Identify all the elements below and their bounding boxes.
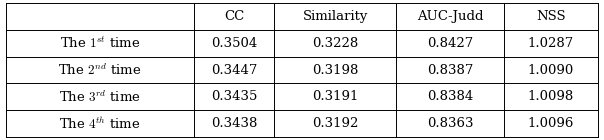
Text: 0.8363: 0.8363 (427, 117, 473, 130)
Text: 0.8384: 0.8384 (427, 90, 473, 103)
Text: 0.8387: 0.8387 (427, 64, 473, 76)
Text: 0.3447: 0.3447 (211, 64, 257, 76)
Text: 1.0090: 1.0090 (528, 64, 574, 76)
Text: 1.0096: 1.0096 (528, 117, 574, 130)
Text: 1.0098: 1.0098 (528, 90, 574, 103)
Text: 0.3228: 0.3228 (312, 37, 358, 50)
Text: 0.8427: 0.8427 (427, 37, 473, 50)
Text: 0.3192: 0.3192 (312, 117, 358, 130)
Text: 0.3198: 0.3198 (312, 64, 358, 76)
Text: 0.3438: 0.3438 (211, 117, 257, 130)
Text: AUC-Judd: AUC-Judd (417, 10, 483, 23)
Text: NSS: NSS (536, 10, 566, 23)
Text: The $2^{nd}$ time: The $2^{nd}$ time (59, 62, 142, 78)
Text: 1.0287: 1.0287 (528, 37, 574, 50)
Text: The $4^{th}$ time: The $4^{th}$ time (59, 116, 141, 132)
Text: The $1^{st}$ time: The $1^{st}$ time (60, 35, 140, 51)
Text: Similarity: Similarity (303, 10, 368, 23)
Text: 0.3504: 0.3504 (211, 37, 257, 50)
Text: 0.3191: 0.3191 (312, 90, 358, 103)
Text: The $3^{rd}$ time: The $3^{rd}$ time (59, 89, 141, 105)
Text: 0.3435: 0.3435 (211, 90, 257, 103)
Text: CC: CC (224, 10, 244, 23)
